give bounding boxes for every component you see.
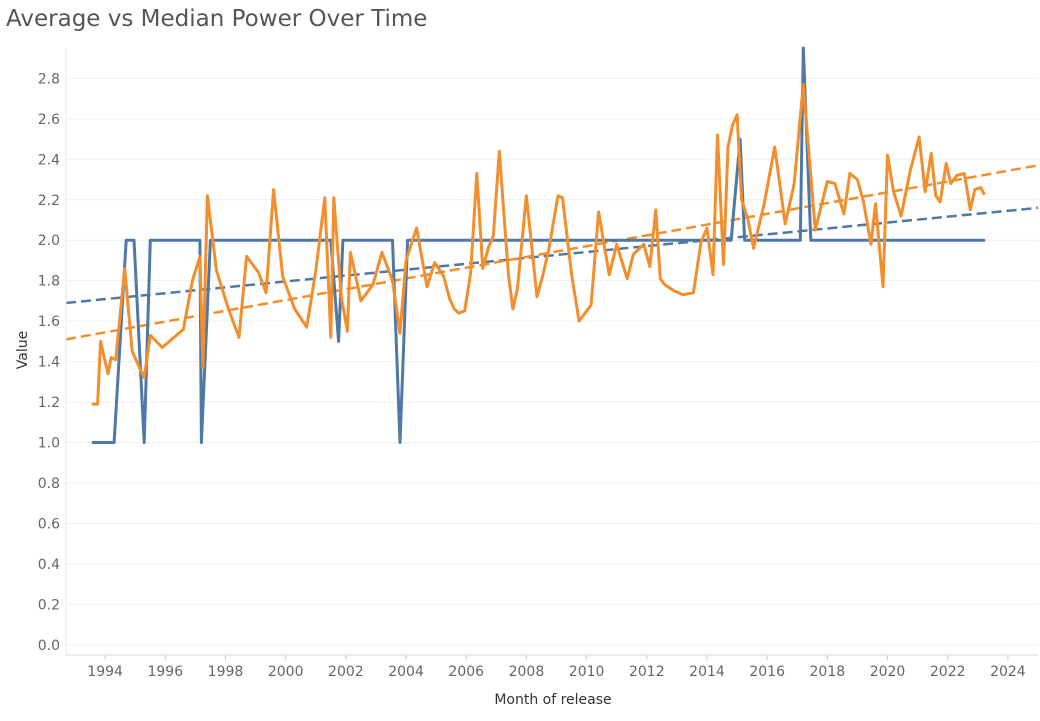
y-axis-ticks: 0.0 0.2 0.4 0.6 0.8 1.0 1.2 1.4 1.6 1.8 2.0 2.2 2.4 2… bbox=[38, 71, 60, 654]
x-tick-label: 1996 bbox=[147, 664, 183, 680]
x-tick-label: 2000 bbox=[268, 664, 304, 680]
x-tick-label: 2010 bbox=[569, 664, 605, 680]
y-tick-label: 1.8 bbox=[38, 274, 60, 290]
x-axis-label: Month of release bbox=[494, 692, 611, 708]
x-tick-label: 2024 bbox=[990, 664, 1026, 680]
y-tick-label: 2.2 bbox=[38, 193, 60, 209]
x-tick-label: 1998 bbox=[208, 664, 244, 680]
y-tick-label: 1.0 bbox=[38, 436, 60, 452]
y-tick-label: 0.8 bbox=[38, 476, 60, 492]
x-tick-label: 2018 bbox=[810, 664, 846, 680]
x-axis-ticks: 1994 1996 1998 2000 2002 2004 2006 2008 2010 2012… bbox=[87, 655, 1026, 680]
x-tick-label: 2004 bbox=[388, 664, 424, 680]
x-tick-label: 1994 bbox=[87, 664, 123, 680]
x-tick-label: 2006 bbox=[448, 664, 484, 680]
y-tick-label: 2.6 bbox=[38, 112, 60, 128]
y-tick-label: 0.6 bbox=[38, 516, 60, 532]
x-tick-label: 2012 bbox=[629, 664, 665, 680]
y-tick-label: 2.0 bbox=[38, 233, 60, 249]
y-tick-label: 2.8 bbox=[38, 71, 60, 87]
x-tick-label: 2014 bbox=[689, 664, 725, 680]
x-tick-label: 2020 bbox=[870, 664, 906, 680]
y-axis-label: Value bbox=[15, 331, 31, 369]
x-tick-label: 2008 bbox=[509, 664, 545, 680]
grid-lines bbox=[66, 77, 1038, 646]
y-tick-label: 0.2 bbox=[38, 597, 60, 613]
y-tick-label: 0.0 bbox=[38, 638, 60, 654]
y-tick-label: 1.2 bbox=[38, 395, 60, 411]
series-line-1 bbox=[91, 46, 986, 444]
y-tick-label: 1.4 bbox=[38, 355, 60, 371]
series-lines bbox=[91, 46, 986, 444]
x-tick-label: 2016 bbox=[749, 664, 785, 680]
y-tick-label: 0.4 bbox=[38, 557, 60, 573]
series-line-2 bbox=[91, 82, 986, 406]
x-tick-label: 2002 bbox=[328, 664, 364, 680]
y-tick-label: 2.4 bbox=[38, 152, 60, 168]
x-tick-label: 2022 bbox=[930, 664, 966, 680]
y-tick-label: 1.6 bbox=[38, 314, 60, 330]
chart-title: Average vs Median Power Over Time bbox=[6, 6, 428, 32]
